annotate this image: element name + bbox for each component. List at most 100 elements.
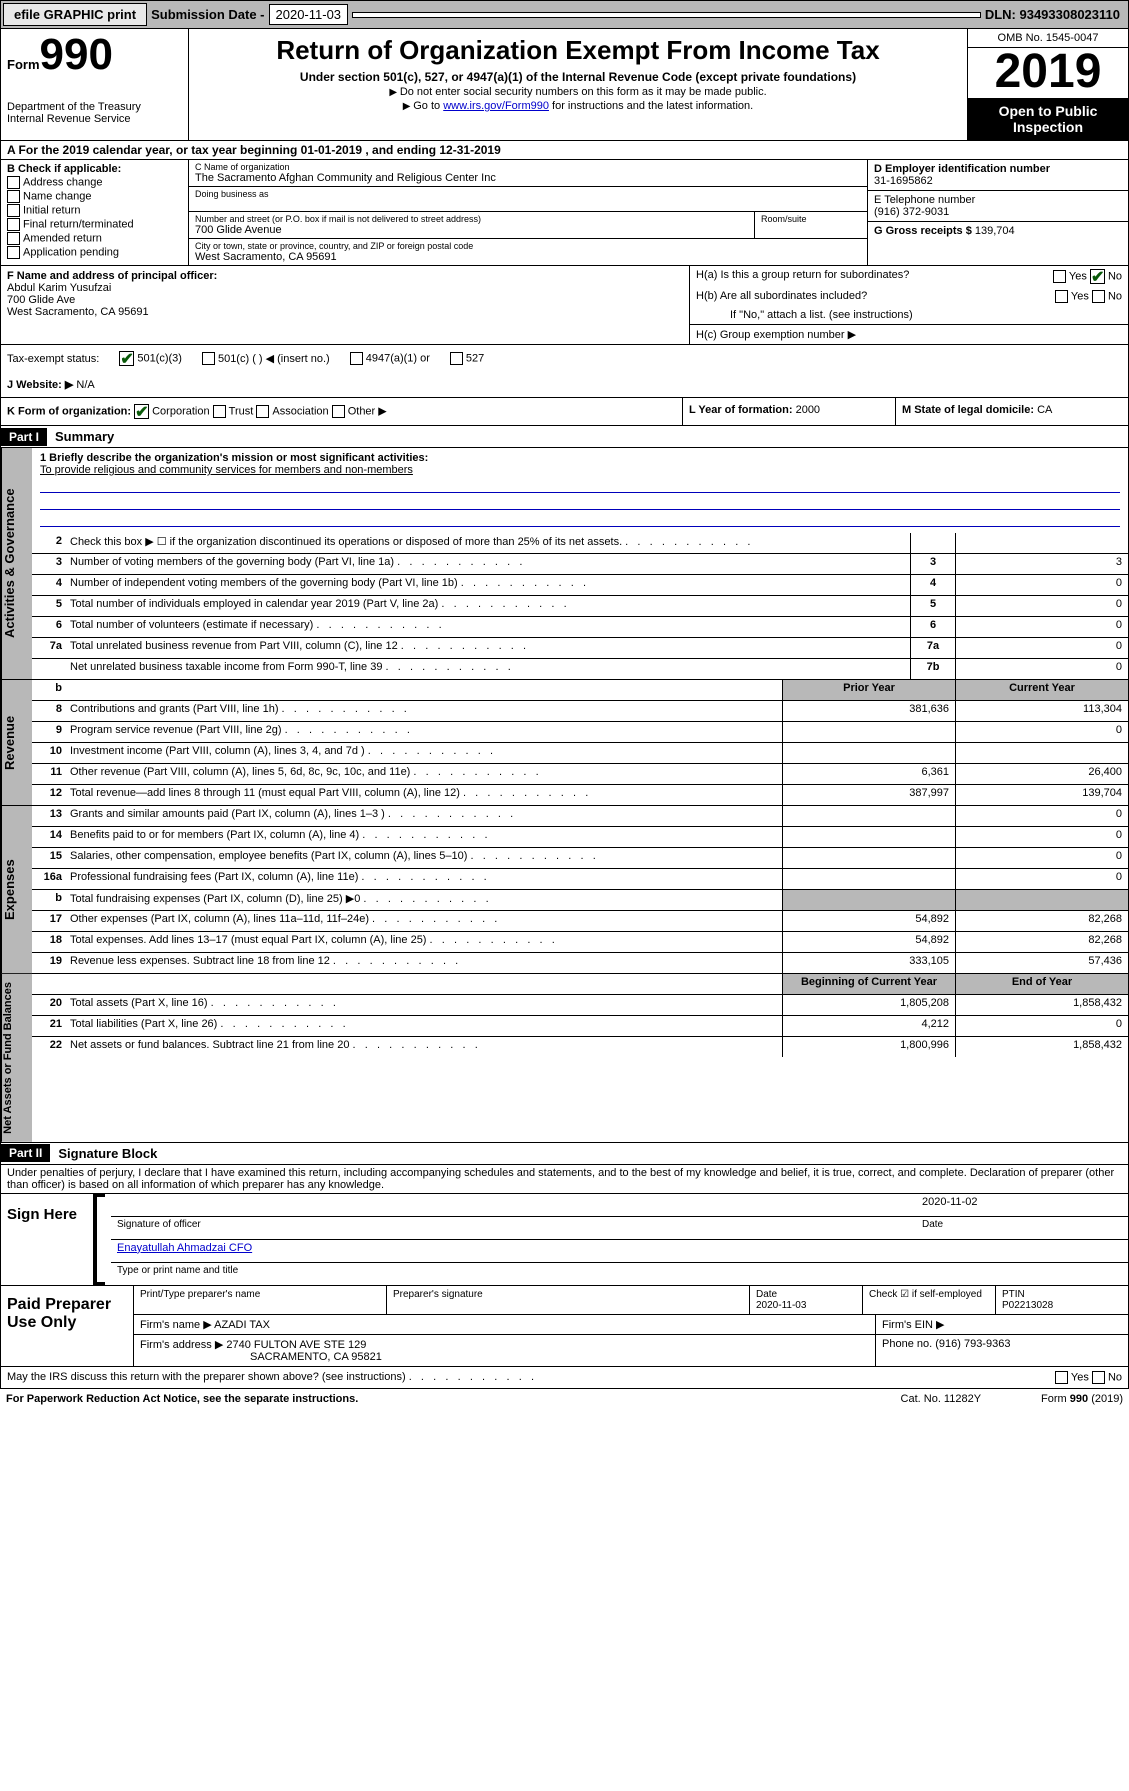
checkbox-icon[interactable] (7, 232, 20, 245)
h1: Print/Type preparer's name (134, 1286, 387, 1314)
org-name-cell: C Name of organization The Sacramento Af… (189, 160, 867, 187)
form-line: 12 Total revenue—add lines 8 through 11 … (32, 785, 1128, 805)
form-ref: Form 990 (2019) (1041, 1393, 1123, 1405)
form-line: 4 Number of independent voting members o… (32, 575, 1128, 596)
officer-city: West Sacramento, CA 95691 (7, 306, 683, 318)
city: West Sacramento, CA 95691 (195, 251, 861, 263)
checkbox-icon[interactable] (202, 352, 215, 365)
firm-addr: 2740 FULTON AVE STE 129 (226, 1339, 366, 1351)
form-line: 18 Total expenses. Add lines 13–17 (must… (32, 932, 1128, 953)
side-label-exp: Expenses (1, 806, 32, 973)
line-val: 0 (955, 659, 1128, 679)
checkbox-icon[interactable] (213, 405, 226, 418)
rev-lines: 8 Contributions and grants (Part VIII, l… (32, 701, 1128, 805)
line-text: Total number of individuals employed in … (66, 596, 910, 616)
form-line: 2 Check this box ▶ ☐ if the organization… (32, 533, 1128, 554)
checkbox-icon[interactable] (7, 246, 20, 259)
line-num: 21 (32, 1016, 66, 1036)
checkbox-icon[interactable] (450, 352, 463, 365)
checkbox-icon[interactable] (256, 405, 269, 418)
label: L Year of formation: (689, 404, 793, 416)
opt: 501(c) ( ) ◀ (insert no.) (218, 353, 330, 365)
label: M State of legal domicile: (902, 404, 1034, 416)
checkbox-icon[interactable] (7, 218, 20, 231)
checkbox-checked-icon[interactable] (1090, 269, 1105, 284)
blank-line (40, 512, 1120, 527)
curr-val: 0 (955, 827, 1128, 847)
form-header: Form990 Department of the Treasury Inter… (0, 29, 1129, 141)
note-pre: Go to (413, 100, 443, 112)
curr-val: 0 (955, 848, 1128, 868)
line-num: 15 (32, 848, 66, 868)
efile-print-button[interactable]: efile GRAPHIC print (3, 3, 147, 26)
line-num: 14 (32, 827, 66, 847)
note-post: for instructions and the latest informat… (549, 100, 753, 112)
checkbox-icon[interactable] (7, 190, 20, 203)
prep-date: 2020-11-03 (756, 1300, 806, 1311)
no: No (1108, 270, 1122, 282)
line-text: Program service revenue (Part VIII, line… (66, 722, 782, 742)
checkbox-icon[interactable] (7, 176, 20, 189)
opt: Trust (229, 405, 254, 417)
checkbox-checked-icon[interactable] (119, 351, 134, 366)
curr-val: 1,858,432 (955, 1037, 1128, 1057)
mission-label: 1 Briefly describe the organization's mi… (40, 452, 1120, 464)
name-row: Enayatullah Ahmadzai CFO (111, 1240, 1128, 1263)
checkbox-icon[interactable] (1092, 1371, 1105, 1384)
line-box: 3 (910, 554, 955, 574)
prior-val (782, 806, 955, 826)
form-subtitle: Under section 501(c), 527, or 4947(a)(1)… (199, 70, 957, 84)
line-text: Number of independent voting members of … (66, 575, 910, 595)
curr-val: 1,858,432 (955, 995, 1128, 1015)
prior-val (782, 869, 955, 889)
checkbox-icon[interactable] (332, 405, 345, 418)
box-d: D Employer identification number 31-1695… (868, 160, 1128, 191)
line-text: Benefits paid to or for members (Part IX… (66, 827, 782, 847)
cb-label: Address change (23, 176, 103, 188)
checkbox-icon[interactable] (1055, 290, 1068, 303)
note-ssn: Do not enter social security numbers on … (199, 86, 957, 98)
label: Doing business as (195, 189, 861, 199)
part1-header: Part I Summary (0, 426, 1129, 448)
website-row: J Website: ▶ N/A (0, 372, 1129, 398)
expenses-block: Expenses 13 Grants and similar amounts p… (0, 806, 1129, 974)
prior-val (782, 827, 955, 847)
line-num: 13 (32, 806, 66, 826)
checkbox-icon[interactable] (7, 204, 20, 217)
firm-name: AZADI TAX (214, 1319, 270, 1331)
top-bar: efile GRAPHIC print Submission Date - 20… (0, 0, 1129, 29)
k-l-m-row: K Form of organization: Corporation Trus… (0, 398, 1129, 426)
checkbox-icon[interactable] (1053, 270, 1066, 283)
form-number: 990 (40, 30, 113, 79)
side-label-na: Net Assets or Fund Balances (1, 974, 32, 1142)
line-num: 7a (32, 638, 66, 658)
cat-no: Cat. No. 11282Y (901, 1393, 982, 1405)
checkbox-icon[interactable] (350, 352, 363, 365)
opt: 501(c)(3) (137, 352, 182, 364)
checkbox-checked-icon[interactable] (134, 404, 149, 419)
irs-link[interactable]: www.irs.gov/Form990 (443, 100, 549, 112)
curr-val: 0 (955, 722, 1128, 742)
type-label: Type or print name and title (111, 1263, 1128, 1285)
box-e: E Telephone number (916) 372-9031 (868, 191, 1128, 222)
label: F Name and address of principal officer: (7, 270, 683, 282)
checkbox-icon[interactable] (1092, 290, 1105, 303)
label: H(a) Is this a group return for subordin… (696, 269, 909, 281)
open-inspection: Open to Public Inspection (968, 98, 1128, 140)
prior-val: 333,105 (782, 953, 955, 973)
checkbox-icon[interactable] (1055, 1371, 1068, 1384)
line-box: 6 (910, 617, 955, 637)
line-box: 7b (910, 659, 955, 679)
line-num: b (32, 890, 66, 910)
line-num: 17 (32, 911, 66, 931)
line-num: 16a (32, 869, 66, 889)
label: City or town, state or province, country… (195, 241, 861, 251)
room-cell: Room/suite (754, 212, 867, 238)
na-content: Beginning of Current Year End of Year 20… (32, 974, 1128, 1142)
no: No (1108, 290, 1122, 302)
h3: Date2020-11-03 (750, 1286, 863, 1314)
sig-space (117, 1196, 922, 1214)
domicile: CA (1037, 404, 1052, 416)
gray-cell (955, 890, 1128, 910)
officer-name-link[interactable]: Enayatullah Ahmadzai CFO (117, 1242, 252, 1260)
